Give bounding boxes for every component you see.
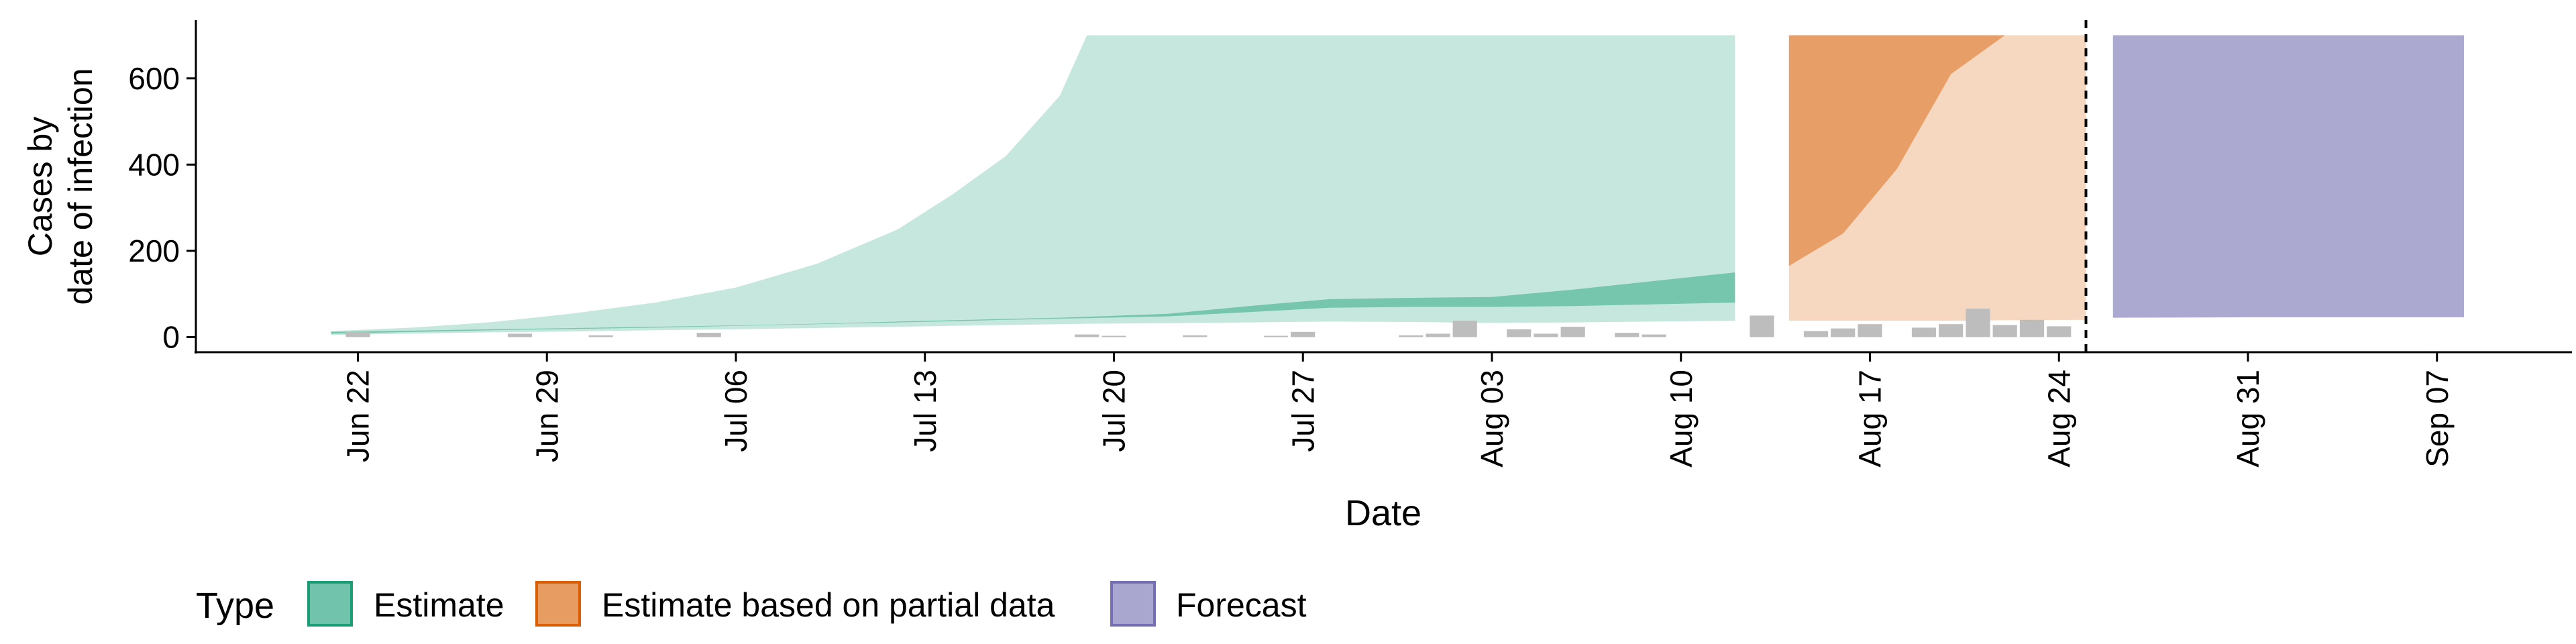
legend-title: Type [196,586,274,626]
reported-cases-bar [1507,329,1532,337]
reported-cases-bar [1426,333,1450,337]
reported-cases-bar [1642,334,1666,337]
x-tick-label: Sep 07 [2420,370,2455,468]
y-tick-label: 0 [162,320,180,355]
x-tick-label: Aug 03 [1474,370,1509,468]
ribbon-50-forecast [2112,35,2464,318]
legend-label-forecast: Forecast [1176,586,1307,624]
ribbon-90-estimate [331,35,1735,335]
y-tick-label: 400 [128,147,180,182]
x-tick-label: Aug 17 [1853,370,1888,468]
reported-cases-bar [1939,324,1964,337]
reported-cases-bar [1803,331,1829,337]
x-tick-label: Jun 22 [341,370,376,462]
y-axis-title-line-1: Cases by [21,117,59,256]
legend-swatch-forecast [1110,581,1156,627]
legend-label-estimate: Estimate [374,586,504,624]
x-tick-label: Aug 24 [2041,370,2076,468]
reported-cases-bar [1831,328,1856,337]
legend-label-estimate-based-on-partial-data: Estimate based on partial data [602,586,1055,624]
reported-cases-bar [507,333,533,337]
x-tick-label: Aug 10 [1664,370,1699,468]
reported-cases-bar [2019,319,2045,337]
x-tick-label: Jul 06 [718,370,753,452]
legend-swatch-estimate [307,581,353,627]
reported-cases-bar [1534,333,1558,337]
reported-cases-bar [1263,335,1289,337]
reported-cases-bar [588,335,613,337]
x-tick-label: Aug 31 [2231,370,2265,468]
reported-cases-bar [1911,327,1937,337]
y-tick-label: 200 [128,233,180,268]
x-tick-label: Jul 13 [908,370,943,452]
reported-cases-bars [345,309,2072,337]
y-axis-ticks: 0 200 400 600 [128,61,196,355]
reported-cases-bar [1750,315,1774,337]
reported-cases-bar [1560,327,1585,337]
x-tick-label: Jul 20 [1097,370,1132,452]
ribbon-layer [331,35,2464,335]
reported-cases-bar [1183,335,1208,337]
reported-cases-bar [1399,335,1424,337]
ribbon-50-estimate [331,272,1735,334]
x-axis-ticks: Jun 22 Jun 29 Jul 06 Jul 13 Jul 20 Jul 27 Aug … [341,352,2455,468]
x-tick-label: Jun 29 [529,370,564,462]
ribbon-50-estimate-based-on-partial-data [1788,35,2086,266]
legend-swatch-estimate-based-on-partial-data [535,581,581,627]
reported-cases-bar [345,331,370,337]
reported-cases-bar [1075,334,1099,337]
x-axis-title: Date [1345,493,1421,533]
reported-cases-bar [1966,309,1990,337]
reported-cases-bar [1615,333,1640,337]
y-axis-title-line-2: date of infection [62,68,99,305]
y-tick-label: 600 [128,61,180,96]
legend: Type Estimate Estimate based on partial d… [196,581,1307,627]
reported-cases-bar [1102,335,1126,337]
reported-cases-bar [1452,321,1477,337]
reported-cases-bar [1992,325,2017,337]
x-tick-label: Jul 27 [1285,370,1320,452]
reported-cases-bar [1858,324,1882,337]
reported-cases-bar [696,333,721,337]
reported-cases-bar [1291,331,1316,337]
reported-cases-bar [2047,326,2072,337]
